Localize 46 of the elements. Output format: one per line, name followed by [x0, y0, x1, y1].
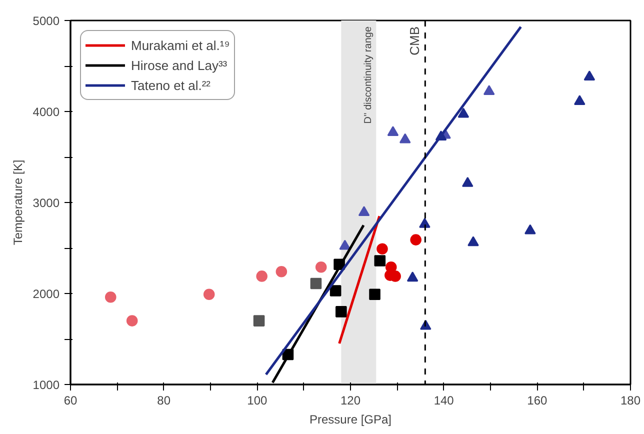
legend-label: Tateno et al.²²: [131, 78, 210, 92]
y-tick-label: 3000: [32, 196, 60, 210]
x-axis-title: Pressure [GPa]: [309, 412, 392, 426]
point: [584, 70, 596, 80]
y-tick-label: 4000: [32, 105, 60, 119]
point: [256, 270, 268, 282]
band-label: D'' discontinuity range: [363, 26, 374, 124]
point: [410, 234, 422, 246]
point: [419, 218, 430, 228]
x-tick-label: 100: [247, 394, 268, 408]
point: [315, 261, 327, 273]
y-tick-label: 1000: [32, 378, 60, 392]
point: [330, 285, 342, 296]
point: [369, 288, 380, 300]
point: [483, 85, 495, 96]
point: [339, 240, 351, 250]
point: [462, 176, 474, 187]
point: [310, 278, 322, 290]
point: [387, 126, 399, 136]
point: [358, 206, 370, 216]
point: [276, 266, 288, 278]
y-axis-title: Temperature [K]: [10, 160, 25, 246]
point: [336, 306, 347, 318]
point: [574, 95, 586, 106]
point: [376, 243, 388, 255]
x-tick-label: 60: [64, 394, 78, 408]
legend-label: Hirose and Lay³³: [131, 58, 228, 72]
point: [468, 236, 479, 246]
x-tick-label: 80: [157, 394, 171, 408]
x-tick-label: 180: [620, 394, 641, 408]
point: [104, 292, 116, 303]
ref-line-label: CMB: [407, 26, 422, 56]
x-tick-label: 120: [340, 394, 361, 408]
point: [374, 255, 386, 266]
point: [126, 315, 138, 326]
point: [203, 288, 215, 300]
point: [253, 315, 265, 326]
y-tick-label: 2000: [32, 287, 60, 301]
x-tick-label: 160: [527, 394, 548, 408]
point: [399, 133, 411, 144]
point: [524, 224, 536, 234]
point: [458, 108, 470, 118]
x-tick-label: 140: [434, 394, 454, 408]
y-tick-label: 5000: [32, 14, 60, 28]
legend-label: Murakami et al.¹⁹: [131, 38, 230, 52]
point: [406, 272, 418, 282]
